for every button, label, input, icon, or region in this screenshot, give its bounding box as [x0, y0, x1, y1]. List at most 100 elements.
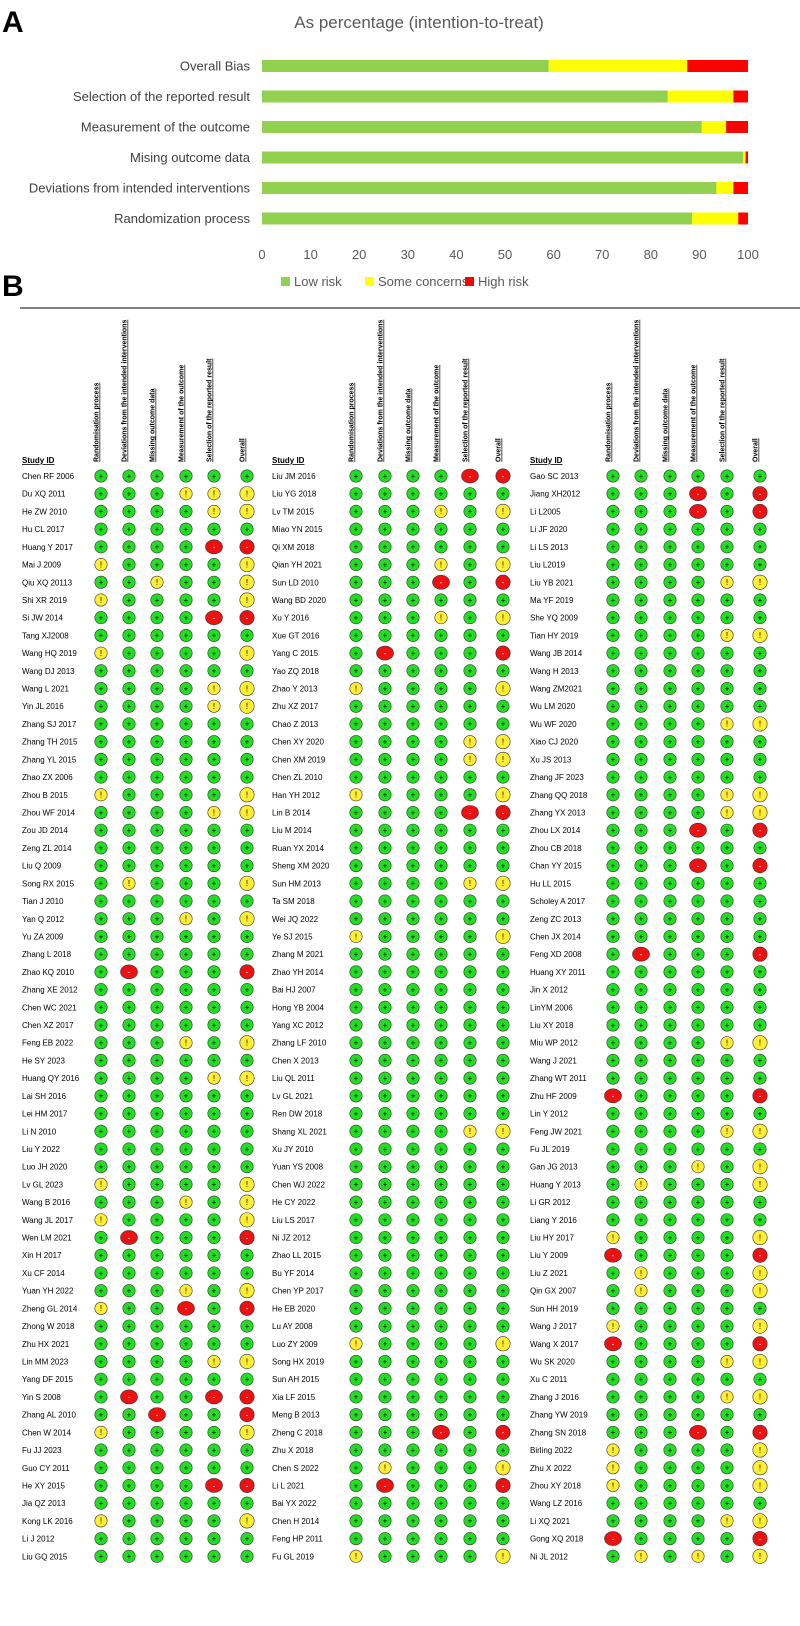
- risk-dot-some: [239, 1070, 255, 1086]
- risk-symbol: +: [439, 844, 444, 853]
- x-tick-label: 20: [352, 247, 366, 262]
- risk-symbol: +: [411, 1021, 416, 1030]
- risk-dot-low: [207, 1496, 221, 1510]
- risk-symbol: +: [411, 596, 416, 605]
- risk-dot-low: [122, 1213, 136, 1227]
- risk-symbol: !: [469, 737, 471, 746]
- risk-symbol: +: [668, 560, 673, 569]
- risk-dot-low: [122, 1160, 136, 1174]
- risk-symbol: +: [155, 1233, 160, 1242]
- study-id: Tian HY 2019: [530, 631, 579, 640]
- risk-symbol: +: [99, 472, 104, 481]
- risk-symbol: +: [411, 968, 416, 977]
- risk-dot-some: [239, 574, 255, 590]
- risk-symbol: +: [245, 1109, 250, 1118]
- risk-symbol: +: [127, 1428, 132, 1437]
- risk-symbol: -: [759, 950, 762, 959]
- risk-symbol: +: [468, 1198, 473, 1207]
- risk-symbol: +: [127, 1127, 132, 1136]
- domain-header-overall: Overall: [496, 438, 503, 462]
- risk-symbol: +: [127, 1304, 132, 1313]
- domain-header-deviations-from-the-intended-interventions: Deviations from the intended interventio…: [122, 320, 129, 462]
- risk-symbol: +: [501, 915, 506, 924]
- risk-symbol: +: [758, 737, 763, 746]
- risk-symbol: +: [99, 1499, 104, 1508]
- risk-symbol: +: [758, 1021, 763, 1030]
- risk-symbol: +: [184, 1269, 189, 1278]
- risk-dot-low: [94, 1107, 108, 1121]
- risk-symbol: +: [99, 1251, 104, 1260]
- risk-symbol: +: [411, 667, 416, 676]
- study-id: Ni JZ 2012: [272, 1234, 311, 1243]
- risk-symbol: -: [640, 950, 643, 959]
- x-tick-label: 40: [449, 247, 463, 262]
- risk-dot-low: [94, 717, 108, 731]
- risk-dot-low: [463, 593, 477, 607]
- risk-dot-low: [150, 1284, 164, 1298]
- risk-symbol: +: [354, 1216, 359, 1225]
- study-id: Lv GL 2021: [272, 1092, 314, 1101]
- risk-symbol: +: [668, 1127, 673, 1136]
- risk-symbol: +: [212, 1216, 217, 1225]
- risk-symbol: +: [468, 1552, 473, 1561]
- risk-symbol: +: [212, 879, 217, 888]
- risk-symbol: +: [212, 1340, 217, 1349]
- risk-dot-low: [240, 752, 254, 766]
- risk-symbol: +: [696, 1109, 701, 1118]
- risk-dot-low: [94, 699, 108, 713]
- risk-symbol: +: [155, 879, 160, 888]
- risk-dot-low: [378, 752, 392, 766]
- risk-dot-low: [378, 522, 392, 536]
- risk-symbol: +: [184, 861, 189, 870]
- risk-symbol: +: [501, 667, 506, 676]
- risk-dot-low: [240, 894, 254, 908]
- risk-symbol: +: [611, 1162, 616, 1171]
- risk-symbol: +: [99, 968, 104, 977]
- risk-symbol: +: [155, 932, 160, 941]
- risk-symbol: +: [245, 1003, 250, 1012]
- risk-symbol: +: [611, 720, 616, 729]
- risk-dot-some: [207, 504, 221, 518]
- risk-dot-low: [496, 717, 510, 731]
- risk-dot-low: [179, 575, 193, 589]
- risk-symbol: +: [155, 1039, 160, 1048]
- risk-symbol: !: [246, 1216, 248, 1225]
- study-id: Zhang JF 2023: [530, 773, 584, 782]
- risk-symbol: +: [501, 1180, 506, 1189]
- risk-symbol: +: [184, 1180, 189, 1189]
- study-id: Ruan YX 2014: [272, 844, 324, 853]
- risk-symbol: +: [639, 1410, 644, 1419]
- risk-dot-low: [150, 646, 164, 660]
- risk-symbol: +: [184, 1233, 189, 1242]
- risk-dot-low: [240, 735, 254, 749]
- risk-symbol: +: [611, 1552, 616, 1561]
- risk-symbol: +: [439, 525, 444, 534]
- risk-symbol: !: [640, 1286, 642, 1295]
- risk-symbol: +: [725, 1092, 730, 1101]
- risk-dot-low: [179, 504, 193, 518]
- risk-dot-low: [207, 1231, 221, 1245]
- risk-dot-low: [406, 929, 420, 943]
- risk-dot-some: [349, 929, 363, 943]
- risk-dot-low: [94, 1549, 108, 1563]
- risk-symbol: +: [611, 1145, 616, 1154]
- risk-dot-low: [94, 469, 108, 483]
- risk-dot-low: [207, 1195, 221, 1209]
- risk-symbol: +: [212, 560, 217, 569]
- risk-symbol: +: [354, 1162, 359, 1171]
- risk-symbol: +: [245, 755, 250, 764]
- risk-dot-low: [94, 1408, 108, 1422]
- risk-symbol: +: [501, 525, 506, 534]
- risk-symbol: +: [354, 490, 359, 499]
- risk-symbol: +: [501, 968, 506, 977]
- study-id: Sun AH 2015: [272, 1375, 320, 1384]
- risk-symbol: +: [354, 861, 359, 870]
- risk-symbol: +: [411, 1534, 416, 1543]
- risk-symbol: +: [354, 1375, 359, 1384]
- risk-dot-low: [378, 540, 392, 554]
- risk-dot-low: [179, 947, 193, 961]
- risk-symbol: !: [213, 684, 215, 693]
- risk-symbol: +: [611, 649, 616, 658]
- study-id: Wang H 2013: [530, 667, 579, 676]
